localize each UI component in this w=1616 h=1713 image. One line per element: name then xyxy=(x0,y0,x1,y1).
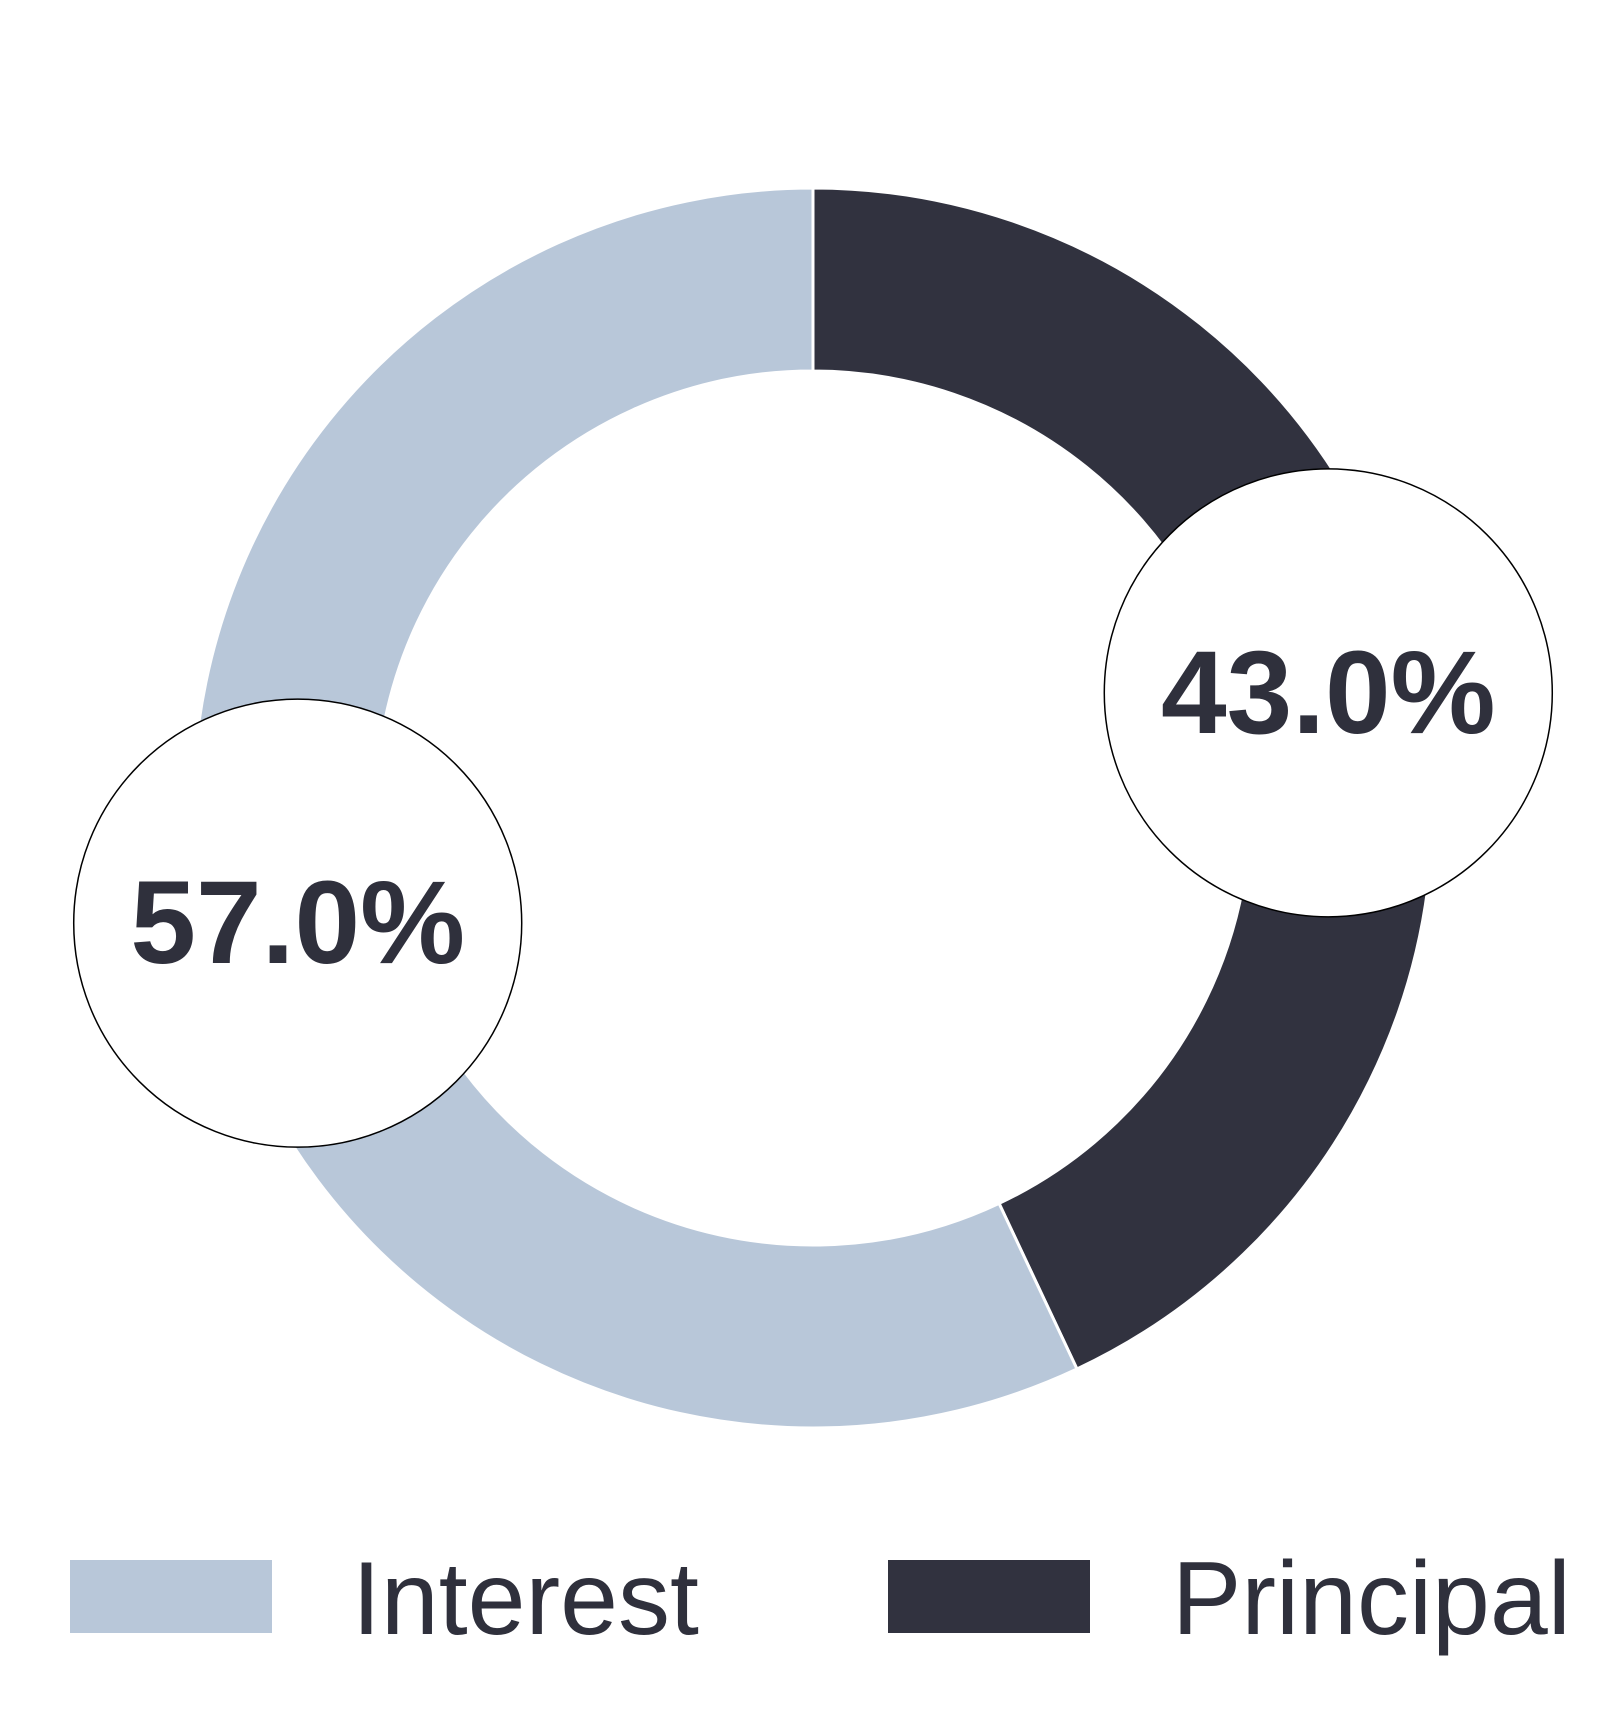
value-badge-interest xyxy=(72,698,523,1148)
legend: Interest Principal xyxy=(70,1541,1571,1657)
legend-swatch-interest xyxy=(70,1560,272,1633)
legend-swatch-principal xyxy=(888,1560,1090,1633)
slice-interest xyxy=(191,186,1079,1430)
value-badges: 43.0% 57.0% xyxy=(72,468,1554,1148)
value-label-interest: 57.0% xyxy=(130,857,465,989)
value-label-principal: 43.0% xyxy=(1161,627,1496,759)
legend-label-interest: Interest xyxy=(352,1541,699,1657)
value-badge-principal xyxy=(1103,468,1554,918)
legend-label-principal: Principal xyxy=(1172,1541,1571,1657)
